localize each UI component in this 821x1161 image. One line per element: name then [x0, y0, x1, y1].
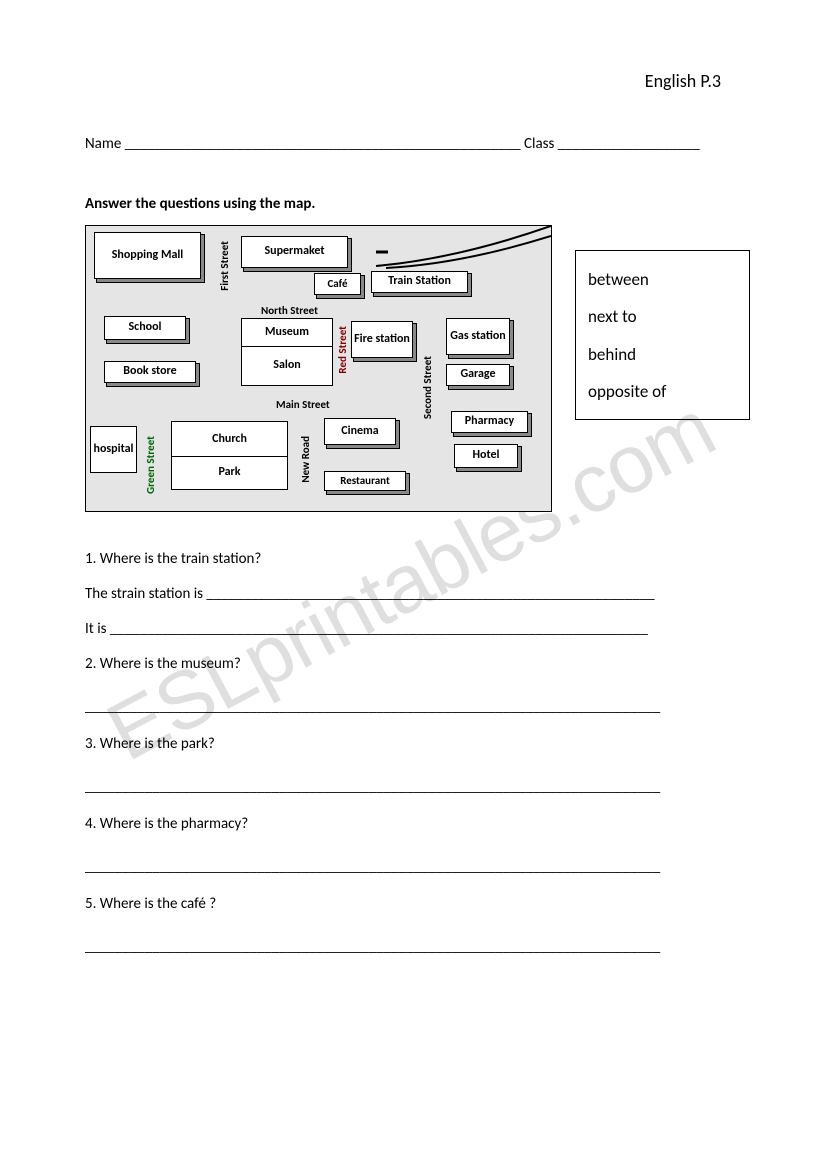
street-new: New Road [299, 436, 312, 483]
name-field[interactable]: Name ___________________________________… [85, 135, 521, 153]
question-5-answer[interactable]: ________________________________________… [85, 938, 735, 956]
bldg-garage: Garage [446, 364, 510, 386]
bldg-cafe: Café [314, 273, 361, 295]
question-3: 3. Where is the park? [85, 735, 735, 753]
bldg-pharmacy: Pharmacy [451, 411, 528, 433]
bldg-book-store: Book store [104, 361, 196, 383]
question-1: 1. Where is the train station? [85, 550, 735, 568]
bldg-shopping-mall: Shopping Mall [94, 232, 201, 279]
word-box: between next to behind opposite of [575, 250, 750, 420]
bldg-church: Church [171, 421, 288, 457]
street-main: Main Street [276, 398, 330, 411]
bldg-train-station: Train Station [371, 271, 468, 293]
bldg-museum: Museum [241, 318, 333, 347]
question-2-answer[interactable]: ________________________________________… [85, 698, 735, 716]
street-second: Second Street [421, 356, 434, 419]
question-1-answer-b[interactable]: It is __________________________________… [85, 620, 735, 638]
instruction: Answer the questions using the map. [85, 195, 315, 213]
bldg-fire-station: Fire station [351, 321, 413, 358]
street-north: North Street [261, 304, 318, 317]
question-4: 4. Where is the pharmacy? [85, 815, 735, 833]
map-container: Shopping Mall Supermaket Café Train Stat… [85, 225, 552, 512]
page-title: English P.3 [645, 70, 721, 92]
bldg-gas-station: Gas station [446, 318, 510, 355]
class-field[interactable]: Class ___________________ [521, 135, 700, 153]
name-class-row: Name ___________________________________… [85, 135, 735, 153]
street-first: First Street [218, 241, 231, 291]
street-red: Red Street [336, 326, 349, 374]
bldg-hospital: hospital [90, 426, 137, 473]
question-2: 2. Where is the museum? [85, 655, 735, 673]
railway-icon [376, 224, 551, 269]
bldg-supermaket: Supermaket [241, 236, 348, 268]
word-between: between [588, 261, 737, 298]
word-opposite-of: opposite of [588, 373, 737, 410]
word-behind: behind [588, 336, 737, 373]
bldg-salon: Salon [241, 346, 333, 386]
bldg-cinema: Cinema [324, 418, 396, 445]
bldg-restaurant: Restaurant [324, 471, 406, 491]
word-next-to: next to [588, 298, 737, 335]
street-green: Green Street [144, 436, 157, 494]
question-3-answer[interactable]: ________________________________________… [85, 778, 735, 796]
question-4-answer[interactable]: ________________________________________… [85, 858, 735, 876]
bldg-school: School [104, 316, 186, 340]
question-1-answer-a[interactable]: The strain station is __________________… [85, 585, 735, 603]
bldg-hotel: Hotel [454, 444, 518, 468]
question-5: 5. Where is the café ? [85, 895, 735, 913]
bldg-park: Park [171, 456, 288, 490]
